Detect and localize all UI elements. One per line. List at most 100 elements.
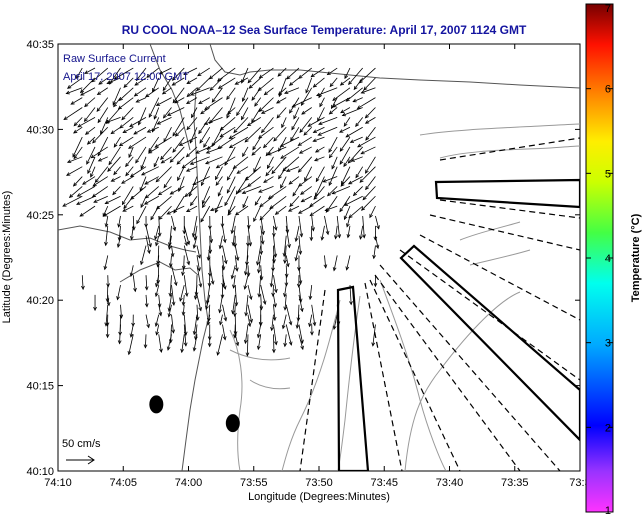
current-vector [348, 205, 363, 219]
current-vector [362, 215, 366, 239]
current-vector [121, 186, 134, 206]
x-tick-label: 73:50 [305, 477, 333, 489]
current-vector [257, 126, 274, 139]
current-vector [259, 294, 264, 311]
current-vector [343, 156, 351, 168]
current-vector [206, 245, 211, 262]
current-vector [131, 215, 136, 231]
current-vector [211, 87, 223, 103]
current-vector [178, 136, 198, 146]
current-vector [329, 77, 338, 88]
current-vector [144, 294, 149, 308]
scale-vector-label: 50 cm/s [62, 438, 101, 450]
current-vector [247, 176, 261, 187]
current-vector [244, 126, 262, 143]
current-vector [156, 116, 172, 125]
current-vector [347, 176, 363, 185]
current-vector [76, 67, 83, 79]
current-vector [183, 314, 188, 336]
current-vector [280, 176, 287, 189]
current-vector [155, 166, 172, 183]
current-vector [154, 136, 172, 148]
current-vector [260, 284, 267, 306]
current-vector [236, 166, 249, 174]
current-vector [243, 324, 249, 345]
current-vector [189, 196, 198, 207]
current-vector [182, 215, 187, 235]
current-vector [162, 107, 172, 119]
current-vector [179, 284, 185, 302]
current-vector [112, 87, 121, 106]
current-vector [278, 77, 287, 98]
current-vector [331, 186, 351, 195]
current-vector [104, 215, 109, 228]
current-vector [313, 156, 325, 162]
current-vector [193, 225, 198, 241]
current-vector [288, 176, 300, 185]
current-vector [128, 136, 147, 149]
current-vector [283, 284, 287, 298]
current-vector [298, 176, 312, 187]
current-vector [297, 156, 313, 173]
current-vector [208, 235, 213, 254]
current-vector [84, 67, 96, 74]
current-vector [146, 67, 160, 78]
current-vector [108, 146, 121, 166]
current-vector [144, 176, 159, 185]
current-vector [129, 117, 147, 127]
current-vector [352, 97, 363, 103]
coastline-long-island [209, 44, 580, 89]
current-vector [303, 126, 313, 136]
current-vector [267, 186, 287, 200]
current-vector [245, 334, 250, 357]
y-tick-label: 40:35 [26, 39, 54, 51]
x-tick-label: 73:3 [569, 477, 590, 489]
annotation-raw-surface-current: Raw Surface Current [63, 53, 166, 65]
current-vector [163, 176, 172, 189]
current-vector [168, 324, 173, 344]
current-vector [201, 196, 211, 209]
current-vector [163, 127, 172, 143]
current-vector [345, 87, 363, 102]
current-vector [205, 284, 211, 305]
current-vector [282, 235, 287, 258]
current-vector [263, 87, 274, 96]
current-vector [258, 67, 274, 79]
current-vector [171, 215, 177, 232]
current-vector [190, 87, 210, 96]
current-vector [169, 146, 185, 163]
current-vector [171, 265, 178, 287]
current-vector [157, 186, 172, 196]
current-vector [155, 195, 172, 210]
current-vector [183, 245, 191, 266]
current-vector [191, 215, 198, 238]
current-vector [231, 294, 236, 315]
current-vector [123, 77, 134, 88]
current-vector [292, 186, 300, 197]
current-vector [155, 324, 160, 336]
current-vector [181, 304, 186, 316]
colorbar-tick-label: 4 [605, 253, 611, 265]
current-vector [325, 196, 338, 213]
current-vector [171, 77, 185, 86]
current-vector [265, 166, 274, 177]
current-vector [218, 235, 223, 250]
current-vector [281, 117, 287, 129]
current-vector [132, 275, 137, 293]
current-vector [181, 255, 186, 271]
current-vector [228, 126, 249, 139]
current-vector [192, 334, 198, 352]
current-vector [298, 294, 304, 313]
current-vector [339, 77, 351, 86]
current-vector [284, 275, 289, 287]
current-vector [298, 284, 303, 303]
current-vector [153, 156, 160, 168]
current-vector [217, 77, 236, 89]
current-vector [91, 186, 108, 198]
current-vector [263, 176, 274, 183]
current-vector [307, 117, 325, 127]
current-vector [283, 87, 300, 94]
current-vector [280, 146, 300, 159]
current-vector [234, 205, 249, 216]
current-vector [194, 275, 199, 297]
